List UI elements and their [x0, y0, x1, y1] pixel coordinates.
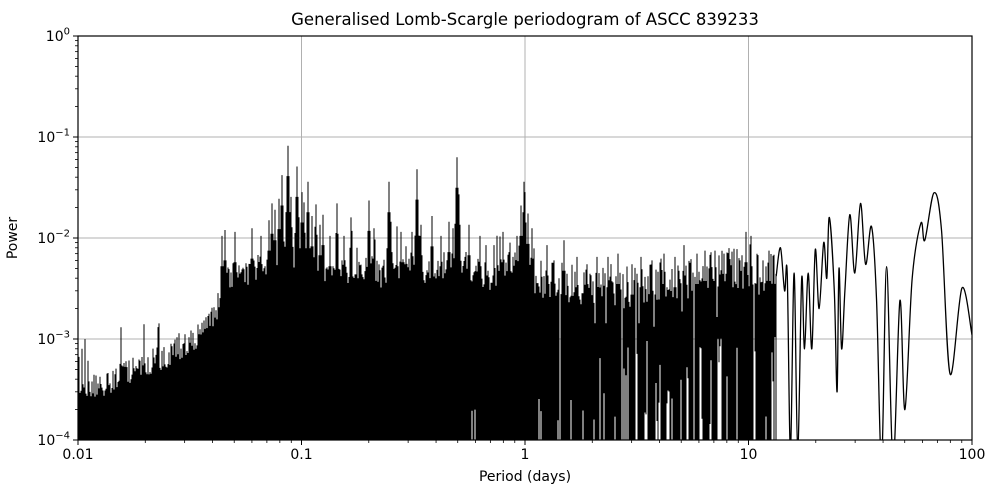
y-tick-label: 10−3: [37, 330, 70, 349]
x-tick-label: 0.1: [290, 447, 312, 463]
chart-title: Generalised Lomb-Scargle periodogram of …: [291, 10, 759, 29]
periodogram-dense-noise-mass: [78, 145, 777, 440]
x-tick-label: 1: [521, 447, 530, 463]
y-tick-label: 10−2: [37, 229, 70, 248]
y-tick-labels: 100 10−1 10−2 10−3 10−4: [37, 27, 70, 450]
y-tick-label: 10−1: [37, 128, 70, 147]
y-axis-label: Power: [5, 217, 21, 260]
x-tick-label: 100: [959, 447, 986, 463]
x-tick-labels: 0.01 0.1 1 10 100: [62, 447, 985, 463]
y-tick-label: 10−4: [37, 431, 70, 450]
x-tick-label: 0.01: [62, 447, 93, 463]
periodogram-resolved-curve: [775, 192, 972, 440]
plot-border-spines: [77, 35, 973, 441]
x-axis-label: Period (days): [479, 469, 571, 485]
y-tick-label: 100: [46, 27, 70, 46]
x-tick-label: 10: [740, 447, 758, 463]
